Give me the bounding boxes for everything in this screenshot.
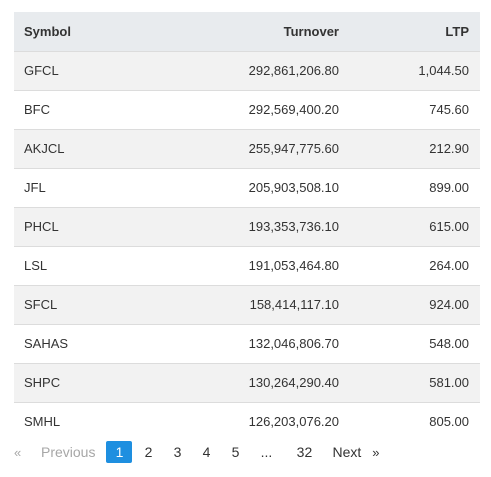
- turnover-cell: 132,046,806.70: [248, 336, 339, 351]
- ltp-column-header[interactable]: LTP: [445, 23, 469, 39]
- page-button-last[interactable]: 32: [296, 444, 313, 460]
- turnover-cell: 292,569,400.20: [248, 102, 339, 117]
- ltp-cell: 805.00: [429, 414, 469, 430]
- next-arrow-icon[interactable]: »: [372, 444, 380, 460]
- ltp-cell: 581.00: [429, 375, 469, 390]
- pagination-ellipsis: ...: [260, 444, 273, 460]
- turnover-cell: 158,414,117.10: [249, 297, 339, 312]
- table-row: SMHL 126,203,076.20 805.00: [14, 402, 480, 441]
- turnover-cell: 191,053,464.80: [248, 258, 339, 273]
- ltp-cell: 212.90: [429, 141, 469, 156]
- table-row: SFCL 158,414,117.10 924.00: [14, 285, 480, 324]
- page-button-1[interactable]: 1: [106, 441, 133, 463]
- ltp-cell: 745.60: [429, 102, 469, 117]
- symbol-column-header[interactable]: Symbol: [24, 23, 71, 39]
- ltp-cell: 615.00: [429, 219, 469, 234]
- ltp-cell: 548.00: [429, 336, 469, 351]
- symbol-cell: AKJCL: [24, 141, 65, 156]
- symbol-cell: LSL: [24, 258, 48, 273]
- symbol-cell: SFCL: [24, 297, 58, 312]
- ltp-cell: 899.00: [429, 180, 469, 195]
- page-button-5[interactable]: 5: [231, 444, 240, 460]
- turnover-cell: 292,861,206.80: [248, 63, 339, 78]
- previous-arrow-icon: «: [14, 444, 22, 460]
- turnover-cell: 193,353,736.10: [248, 219, 339, 234]
- ltp-cell: 264.00: [429, 258, 469, 273]
- table-header-row: Symbol Turnover LTP: [14, 12, 480, 51]
- turnover-table-container: Symbol Turnover LTP GFCL 292,861,206.80 …: [14, 12, 480, 441]
- page-button-3[interactable]: 3: [173, 444, 182, 460]
- symbol-cell: JFL: [24, 180, 46, 195]
- turnover-column-header[interactable]: Turnover: [283, 23, 339, 39]
- symbol-cell: SAHAS: [24, 336, 69, 351]
- turnover-cell: 205,903,508.10: [248, 180, 339, 195]
- ltp-cell: 924.00: [429, 297, 469, 312]
- symbol-cell: SHPC: [24, 375, 61, 390]
- symbol-cell: SMHL: [24, 414, 61, 430]
- turnover-cell: 255,947,775.60: [248, 141, 339, 156]
- pagination: « Previous 1 2 3 4 5 ... 32 Next »: [14, 440, 380, 464]
- turnover-cell: 126,203,076.20: [248, 414, 339, 430]
- table-row: JFL 205,903,508.10 899.00: [14, 168, 480, 207]
- table-row: PHCL 193,353,736.10 615.00: [14, 207, 480, 246]
- symbol-cell: PHCL: [24, 219, 59, 234]
- table-row: SAHAS 132,046,806.70 548.00: [14, 324, 480, 363]
- table-row: LSL 191,053,464.80 264.00: [14, 246, 480, 285]
- turnover-table: Symbol Turnover LTP GFCL 292,861,206.80 …: [14, 12, 480, 441]
- table-row: BFC 292,569,400.20 745.60: [14, 90, 480, 129]
- ltp-cell: 1,044.50: [418, 63, 469, 78]
- symbol-cell: GFCL: [24, 63, 59, 78]
- symbol-cell: BFC: [24, 102, 50, 117]
- page-button-4[interactable]: 4: [202, 444, 211, 460]
- turnover-cell: 130,264,290.40: [248, 375, 339, 390]
- table-row: GFCL 292,861,206.80 1,044.50: [14, 51, 480, 90]
- previous-page-button[interactable]: Previous: [41, 444, 96, 460]
- next-page-button[interactable]: Next: [332, 444, 362, 460]
- table-row: SHPC 130,264,290.40 581.00: [14, 363, 480, 402]
- table-row: AKJCL 255,947,775.60 212.90: [14, 129, 480, 168]
- page-button-2[interactable]: 2: [144, 444, 153, 460]
